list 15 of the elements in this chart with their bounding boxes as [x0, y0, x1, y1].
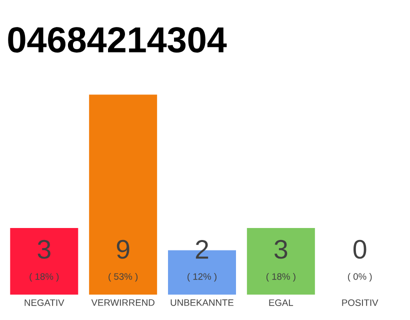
- annotation: ( 18% ): [266, 272, 296, 282]
- data-label: 3: [38, 240, 50, 259]
- x-tick-label: EGAL: [269, 299, 294, 306]
- chart-title: 04684214304: [8, 27, 227, 53]
- annotation: ( 18% ): [30, 272, 59, 282]
- annotation: ( 12% ): [188, 272, 216, 282]
- annotation: ( 53% ): [108, 272, 138, 282]
- annotation: ( 0% ): [348, 272, 372, 282]
- x-tick-label: NEGATIV: [24, 299, 64, 306]
- x-tick-label: VERWIRREND: [91, 299, 154, 306]
- data-label: 9: [116, 240, 130, 259]
- data-label: 3: [274, 240, 288, 259]
- x-tick-label: POSITIV: [342, 299, 378, 306]
- data-label: 0: [353, 240, 366, 259]
- x-tick-label: UNBEKANNTE: [170, 299, 234, 306]
